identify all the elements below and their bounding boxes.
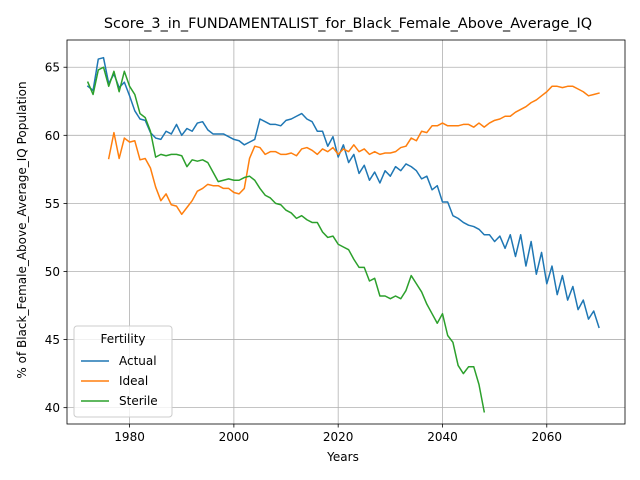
x-tick-label: 2020	[323, 430, 354, 444]
chart-title: Score_3_in_FUNDAMENTALIST_for_Black_Fema…	[104, 16, 592, 32]
legend-box	[73, 325, 173, 418]
y-tick-label: 45	[45, 333, 60, 347]
series-line-actual	[86, 56, 600, 329]
grid	[67, 40, 625, 424]
x-axis-ticks: 1980 2000 2020 2040 2060	[114, 424, 562, 444]
y-tick-label: 40	[45, 401, 60, 415]
x-tick-label: 2040	[427, 430, 458, 444]
y-tick-label: 65	[45, 61, 60, 75]
series-group	[86, 56, 600, 413]
y-tick-label: 60	[45, 129, 60, 143]
y-axis-label: % of Black_Female_Above_Average_IQ Popul…	[15, 81, 29, 378]
legend-title: Fertility	[100, 332, 145, 346]
series-line-ideal	[107, 85, 600, 216]
x-axis-label: Years	[326, 450, 359, 464]
legend: Fertility Actual Ideal Sterile	[73, 325, 173, 418]
x-tick-label: 2000	[219, 430, 250, 444]
y-axis-ticks: 40 45 50 55 60 65	[45, 61, 67, 415]
y-tick-label: 50	[45, 265, 60, 279]
y-tick-label: 55	[45, 197, 60, 211]
legend-label-ideal: Ideal	[119, 374, 148, 388]
legend-label-actual: Actual	[119, 354, 157, 368]
legend-label-sterile: Sterile	[119, 394, 158, 408]
x-tick-label: 2060	[532, 430, 563, 444]
plot-frame	[66, 39, 626, 425]
series-line-sterile	[86, 66, 486, 413]
x-tick-label: 1980	[114, 430, 145, 444]
